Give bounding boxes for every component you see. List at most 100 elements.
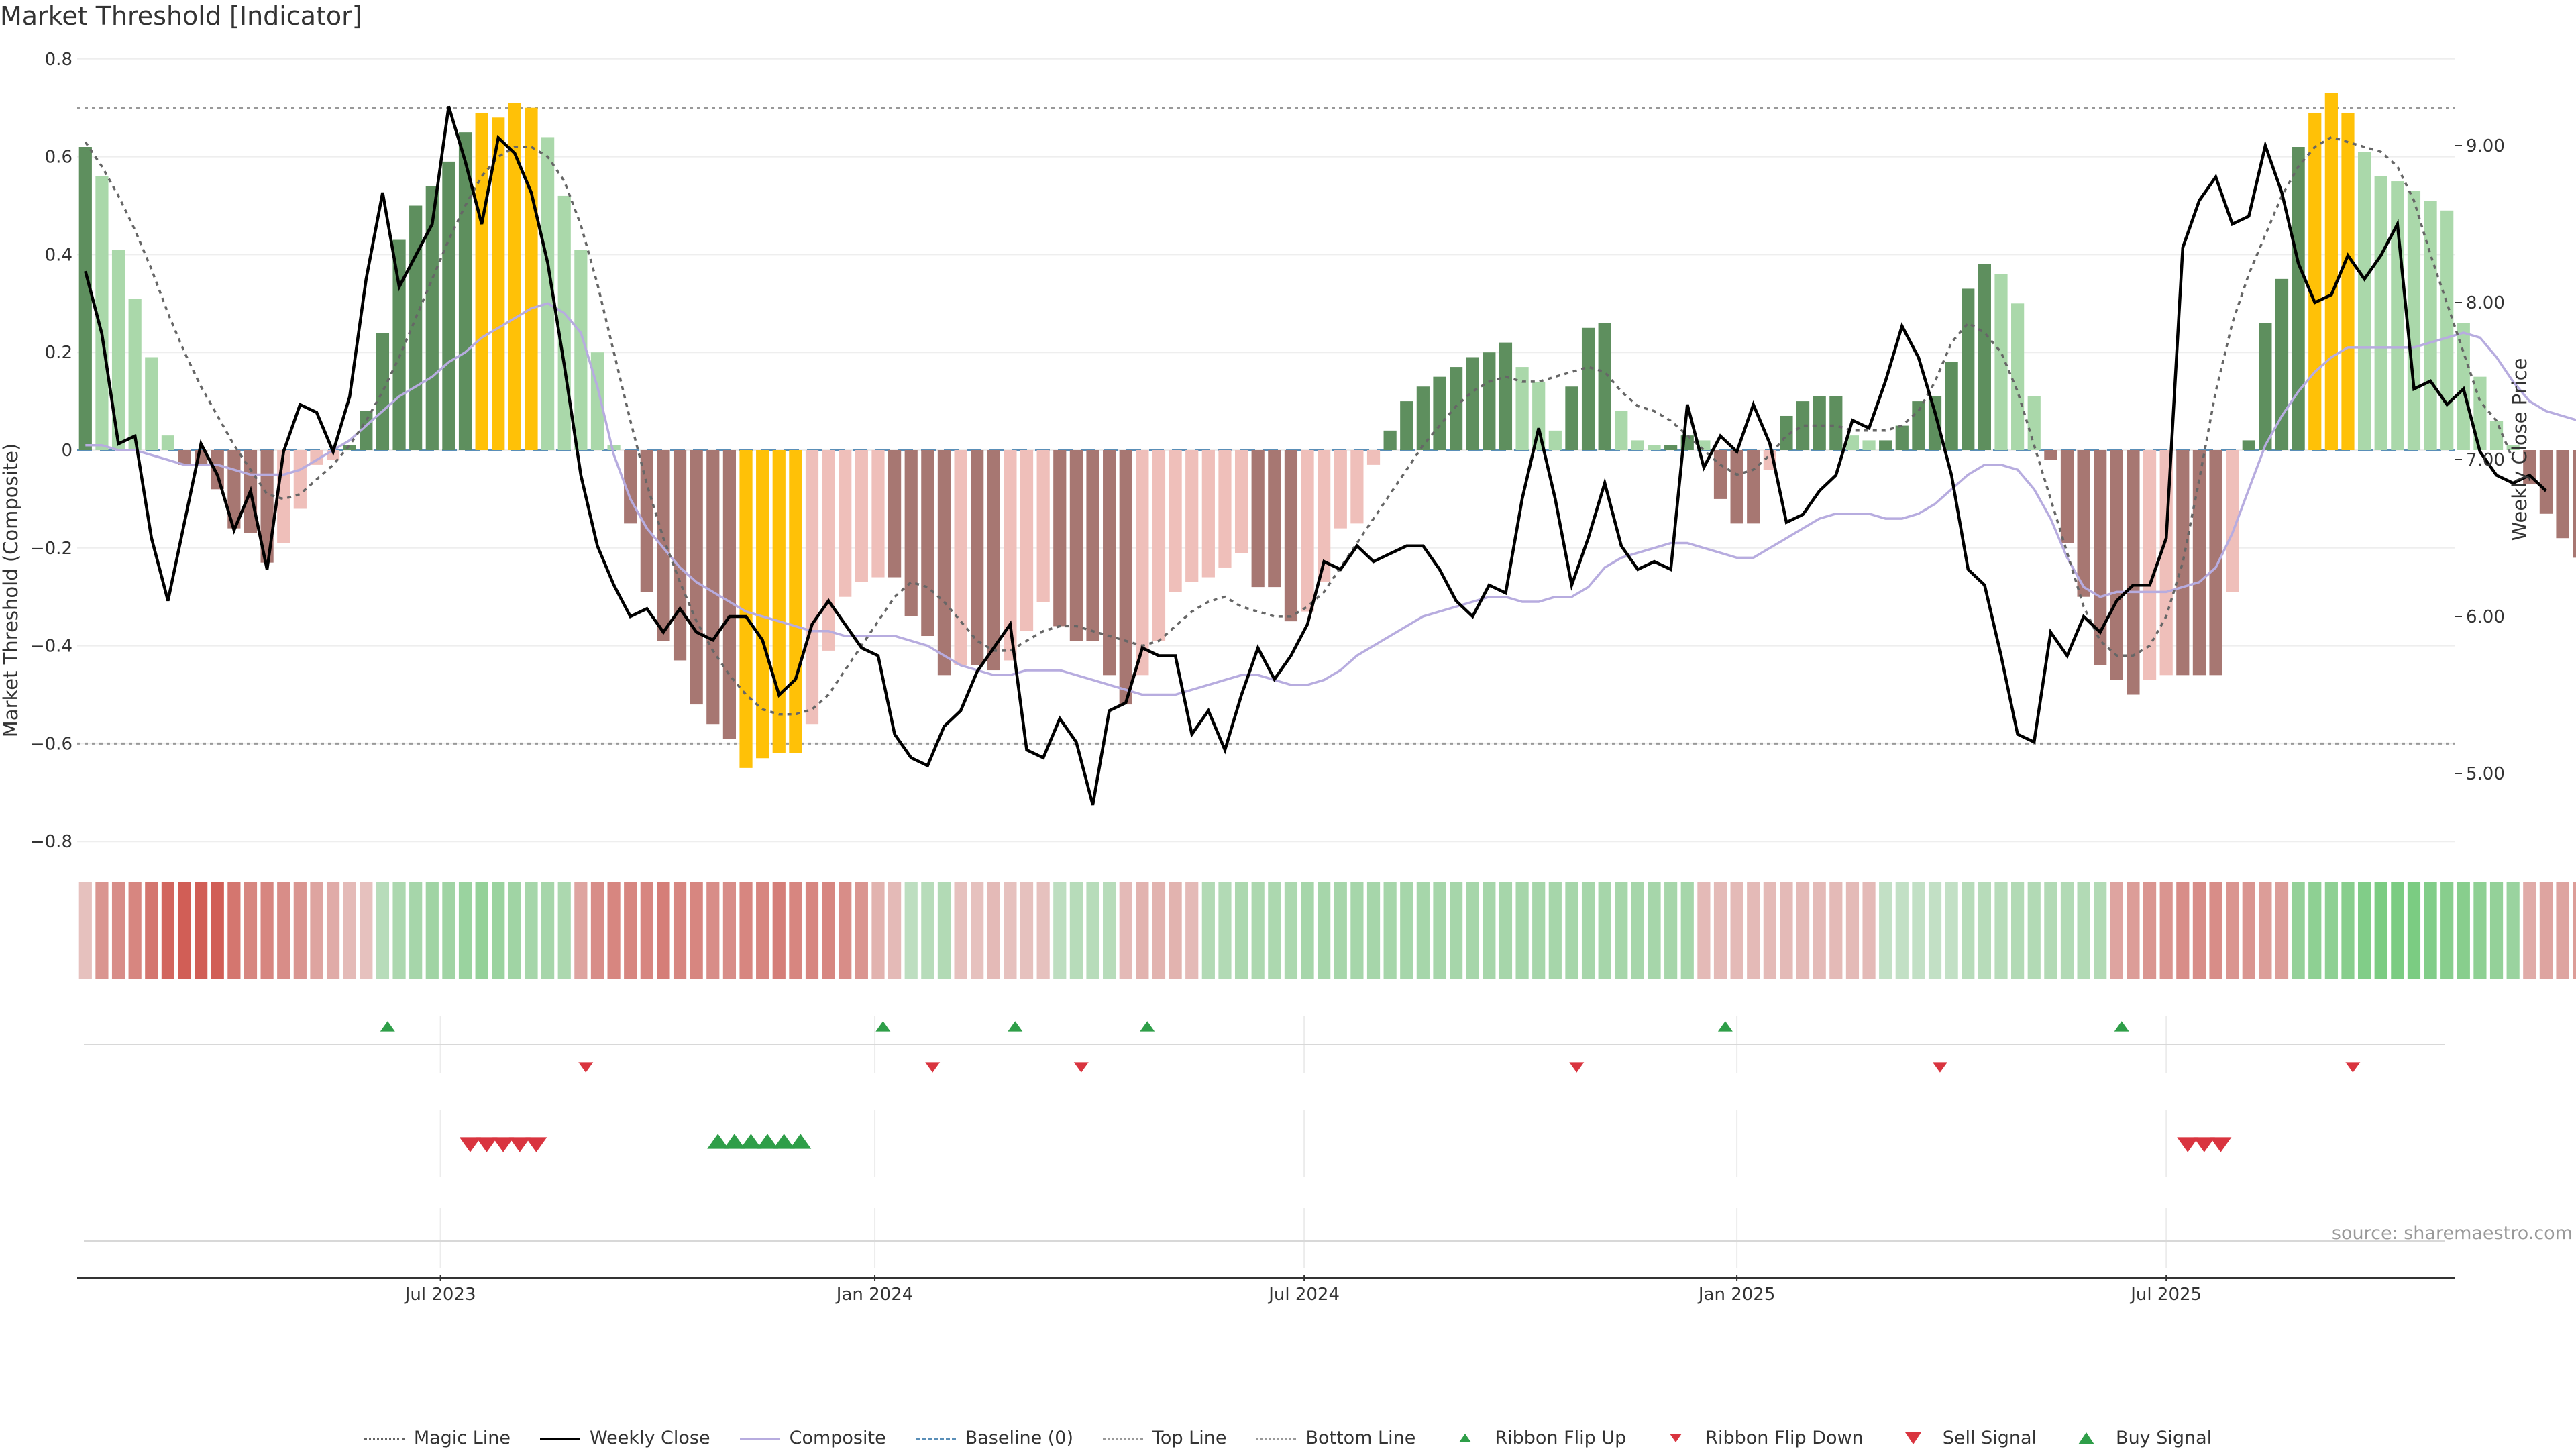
legend-item: Ribbon Flip Up bbox=[1445, 1428, 1626, 1448]
ribbon-cell bbox=[1201, 882, 1215, 979]
ribbon-cell bbox=[525, 882, 538, 979]
composite-bar bbox=[987, 450, 1000, 671]
ribbon-cell bbox=[690, 882, 703, 979]
composite-bar bbox=[1962, 288, 1975, 450]
y2-tick-label: 8.00 bbox=[2466, 293, 2505, 313]
composite-bar bbox=[2209, 450, 2222, 676]
composite-bar bbox=[1383, 430, 1397, 450]
ribbon-flip-up-marker bbox=[875, 1021, 891, 1032]
legend-item: Sell Signal bbox=[1893, 1428, 2037, 1448]
ribbon-cell bbox=[2027, 882, 2041, 979]
ribbon-cell bbox=[706, 882, 720, 979]
ribbon-cell bbox=[178, 882, 191, 979]
composite-bar bbox=[888, 450, 902, 578]
ribbon-cell bbox=[1416, 882, 1430, 979]
sell-signal-marker bbox=[2193, 1137, 2215, 1152]
ribbon-cell bbox=[458, 882, 472, 979]
ribbon-cell bbox=[1713, 882, 1727, 979]
legend-swatch bbox=[540, 1432, 580, 1445]
y-tick-label: 0.6 bbox=[45, 148, 72, 168]
ribbon-cell bbox=[921, 882, 934, 979]
legend-line-icon bbox=[540, 1437, 580, 1440]
ribbon-cell bbox=[954, 882, 967, 979]
ribbon-cell bbox=[1053, 882, 1067, 979]
composite-bar bbox=[657, 450, 670, 641]
legend-label: Ribbon Flip Down bbox=[1705, 1428, 1864, 1448]
x-tick-label: Jul 2024 bbox=[1267, 1285, 1340, 1305]
composite-bar bbox=[1648, 445, 1661, 450]
buy-signal-marker bbox=[790, 1134, 812, 1149]
composite-bar bbox=[1631, 440, 1645, 450]
ribbon-cell bbox=[2159, 882, 2173, 979]
ribbon-cell bbox=[310, 882, 323, 979]
ribbon-cell bbox=[1383, 882, 1397, 979]
source-note: source: sharemaestro.com bbox=[2331, 1223, 2573, 1244]
legend-item: Composite bbox=[739, 1428, 886, 1448]
y2-tick-label: 6.00 bbox=[2466, 607, 2505, 627]
ribbon-cell bbox=[392, 882, 406, 979]
buy-signal-marker bbox=[707, 1134, 729, 1149]
ribbon-flip-up-marker bbox=[1008, 1021, 1023, 1032]
ribbon-cell bbox=[822, 882, 835, 979]
composite-bar bbox=[1928, 396, 1942, 450]
ribbon-cell bbox=[1928, 882, 1942, 979]
legend-item: Top Line bbox=[1103, 1428, 1226, 1448]
legend-line-icon bbox=[1103, 1437, 1144, 1440]
composite-bar bbox=[392, 239, 406, 450]
composite-bar bbox=[1366, 450, 1381, 465]
ribbon-cell bbox=[657, 882, 670, 979]
ribbon-cell bbox=[2143, 882, 2157, 979]
legend-swatch bbox=[1656, 1432, 1696, 1445]
composite-bar bbox=[937, 450, 951, 676]
composite-bar bbox=[1036, 450, 1050, 602]
ribbon-cell bbox=[1648, 882, 1661, 979]
composite-bar bbox=[1201, 450, 1215, 578]
composite-bar bbox=[2489, 421, 2504, 450]
ribbon-cell bbox=[1912, 882, 1925, 979]
ribbon-flip-up-marker bbox=[1717, 1021, 1733, 1032]
reference-lines bbox=[77, 107, 2455, 745]
ribbon-cell bbox=[260, 882, 274, 979]
legend-swatch bbox=[364, 1432, 405, 1445]
x-tick-label: Jan 2024 bbox=[835, 1285, 914, 1305]
composite-bar bbox=[1004, 450, 1017, 661]
composite-bar bbox=[161, 435, 175, 450]
composite-bar bbox=[1615, 411, 1628, 450]
composite-bar bbox=[95, 176, 109, 450]
composite-bar bbox=[2242, 440, 2255, 450]
composite-bar bbox=[1664, 445, 1678, 450]
legend-item: Bottom Line bbox=[1256, 1428, 1415, 1448]
composite-bar bbox=[1433, 376, 1446, 450]
composite-bar bbox=[2176, 450, 2190, 676]
ribbon-cell bbox=[888, 882, 902, 979]
ribbon-cell bbox=[2110, 882, 2123, 979]
legend-line-icon bbox=[739, 1437, 780, 1440]
composite-bar bbox=[293, 450, 307, 509]
legend-label: Sell Signal bbox=[1942, 1428, 2037, 1448]
ribbon-cell bbox=[1565, 882, 1578, 979]
composite-bar bbox=[921, 450, 934, 637]
composite-bar bbox=[2027, 396, 2041, 450]
ribbon-cell bbox=[1499, 882, 1513, 979]
composite-bar bbox=[1103, 450, 1116, 676]
ribbon-cell bbox=[2374, 882, 2387, 979]
ribbon-cell bbox=[2209, 882, 2222, 979]
composite-bar bbox=[1119, 450, 1132, 705]
x-tick-label: Jan 2025 bbox=[1697, 1285, 1776, 1305]
composite-bar bbox=[2259, 323, 2272, 450]
y-tick-label: 0 bbox=[61, 441, 72, 461]
ribbon-cell bbox=[987, 882, 1000, 979]
composite-bar bbox=[706, 450, 720, 724]
composite-bar bbox=[211, 450, 224, 490]
y-tick-label: 0.4 bbox=[45, 245, 72, 265]
ribbon-cell bbox=[1879, 882, 1892, 979]
composite-bar bbox=[2573, 450, 2576, 558]
composite-bar bbox=[145, 357, 158, 450]
ribbon-cell bbox=[1631, 882, 1645, 979]
ribbon-cell bbox=[409, 882, 423, 979]
composite-bar bbox=[871, 450, 885, 578]
ribbon-cell bbox=[2077, 882, 2090, 979]
ribbon-cell bbox=[805, 882, 819, 979]
buy-signal-marker bbox=[740, 1134, 762, 1149]
ribbon-cell bbox=[607, 882, 621, 979]
